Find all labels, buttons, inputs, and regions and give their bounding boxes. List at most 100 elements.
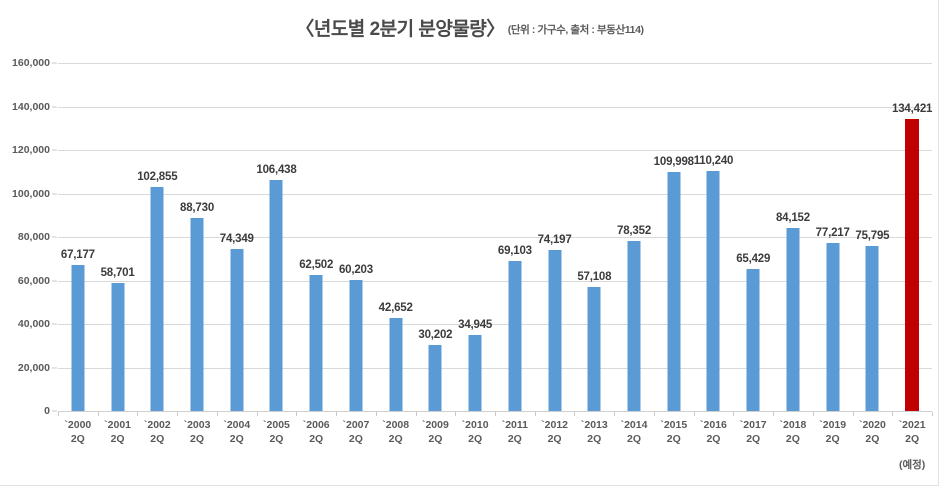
gridline: [58, 324, 932, 325]
x-axis-quarter: 2Q: [229, 432, 244, 445]
x-axis-quarter: 2Q: [905, 432, 920, 445]
x-axis-tick-mark: [58, 412, 59, 416]
x-axis-year: `2010: [461, 419, 489, 431]
x-axis-year: `2017: [739, 419, 767, 431]
x-axis-tick-mark: [216, 412, 218, 416]
x-axis-year: `2002: [143, 419, 171, 431]
x-axis-category-label: `2013 2Q: [574, 412, 614, 446]
bar[interactable]: [826, 243, 840, 411]
bar[interactable]: [150, 187, 164, 411]
x-axis-tick-mark: [852, 412, 854, 416]
x-axis-quarter: 2Q: [666, 432, 681, 445]
bar[interactable]: [190, 218, 204, 411]
bar-group[interactable]: 58,701: [98, 63, 138, 411]
bar-value-label: 109,998: [653, 155, 694, 168]
bar[interactable]: [428, 345, 442, 411]
x-axis-category-label: `2001 2Q: [98, 412, 138, 446]
bar-group[interactable]: 34,945: [455, 63, 495, 411]
bar[interactable]: [230, 249, 244, 411]
x-axis-quarter: 2Q: [468, 432, 483, 445]
bar-value-label: 134,421: [892, 102, 933, 115]
bar[interactable]: [508, 260, 522, 411]
bar-value-label: 88,730: [180, 202, 215, 215]
gridline: [58, 193, 932, 195]
x-axis-category-label: `2016 2Q: [694, 412, 734, 446]
x-axis-year: `2001: [104, 419, 131, 431]
y-axis-tick-mark: [52, 367, 57, 368]
bar[interactable]: [587, 286, 601, 411]
bar-value-label: 77,217: [815, 227, 850, 240]
x-axis-year: `2004: [223, 419, 251, 431]
bar-group[interactable]: 62,502: [296, 63, 336, 411]
bar-value-label: 30,202: [418, 329, 453, 342]
bar[interactable]: [667, 171, 681, 411]
bar-group[interactable]: 77,217: [813, 63, 853, 411]
bar[interactable]: [71, 264, 85, 411]
bar-group[interactable]: 134,421: [892, 63, 932, 411]
bar-group[interactable]: 30,202: [416, 63, 456, 411]
x-axis-quarter: 2Q: [547, 432, 562, 445]
x-axis-category-label: `2005 2Q: [257, 412, 297, 446]
bar[interactable]: [746, 268, 760, 411]
x-axis-year: `2003: [183, 419, 211, 431]
page-title: 〈년도별 2분기 분양물량〉: [295, 19, 505, 40]
x-axis-tick-mark: [336, 412, 338, 416]
x-axis-tick-mark: [812, 412, 814, 416]
bar-highlight[interactable]: [905, 118, 920, 411]
bar-group[interactable]: 88,730: [177, 63, 217, 411]
bar-group[interactable]: 67,177: [58, 63, 98, 411]
x-axis-category-label: `2018 2Q: [773, 412, 813, 446]
x-axis-year: `2000: [64, 419, 92, 431]
bar[interactable]: [786, 227, 800, 411]
bar-group[interactable]: 60,203: [336, 63, 376, 411]
bar-group[interactable]: 110,240: [693, 63, 734, 411]
bar[interactable]: [865, 246, 879, 411]
x-axis-tick-mark: [534, 412, 536, 416]
y-axis-tick-label: 100,000: [12, 187, 50, 200]
bar-group[interactable]: 109,998: [654, 63, 694, 411]
bar-group[interactable]: 69,103: [495, 63, 535, 411]
bar-value-label: 34,945: [458, 319, 493, 331]
x-axis-category-label: `2017 2Q: [733, 412, 773, 446]
bar-group[interactable]: 74,349: [217, 63, 257, 411]
x-axis-year: `2009: [421, 419, 449, 431]
bar-group[interactable]: 78,352: [614, 63, 654, 411]
bar[interactable]: [627, 240, 641, 411]
gridline: [58, 367, 932, 369]
y-axis-tick-label: 20,000: [17, 361, 50, 374]
bar[interactable]: [389, 318, 403, 411]
x-axis-baseline: [58, 411, 932, 412]
bar[interactable]: [349, 280, 363, 411]
x-axis-category-label: `2010 2Q: [455, 412, 495, 446]
x-axis-category-label: `2004 2Q: [217, 412, 257, 446]
plot-area: 0 20,000 40,000 60,000 80,000 100,000 120,000 1…: [12, 57, 932, 417]
bar-value-label: 110,240: [693, 155, 734, 168]
bar-group[interactable]: 102,855: [137, 63, 178, 411]
x-axis-year: `2008: [382, 419, 410, 431]
x-axis-year: `2011: [501, 419, 528, 431]
bar-group[interactable]: 74,197: [535, 63, 575, 411]
x-axis-category-label: `2015 2Q: [654, 412, 694, 446]
gridline: [58, 63, 932, 64]
bar-group[interactable]: 42,652: [376, 63, 416, 411]
bar[interactable]: [548, 249, 562, 411]
bar-group[interactable]: 75,795: [853, 63, 893, 411]
bar[interactable]: [468, 335, 482, 411]
y-axis-tick-label: 60,000: [17, 274, 50, 287]
bar-group[interactable]: 84,152: [773, 63, 813, 411]
bar-group[interactable]: 106,438: [256, 63, 297, 411]
x-axis-category-label: `2008 2Q: [376, 412, 416, 446]
x-axis-tick-mark: [614, 412, 616, 416]
bar[interactable]: [309, 275, 323, 411]
x-axis-category-label: `2021 2Q (예정): [892, 412, 932, 473]
bar[interactable]: [111, 283, 125, 411]
x-axis-quarter: 2Q: [627, 432, 642, 445]
bar-group[interactable]: 65,429: [733, 63, 773, 411]
bar[interactable]: [269, 179, 283, 411]
bar[interactable]: [706, 171, 720, 411]
x-axis-quarter: 2Q: [309, 432, 324, 445]
bar-group[interactable]: 57,108: [574, 63, 614, 411]
x-axis-category-label: `2002 2Q: [137, 412, 177, 446]
y-axis-tick-mark: [52, 323, 57, 325]
x-axis-year: `2015: [660, 419, 688, 431]
